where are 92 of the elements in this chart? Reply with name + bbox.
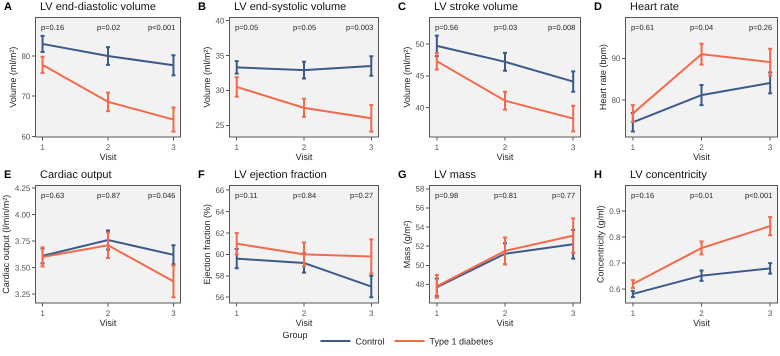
chart-title: Heart rate bbox=[630, 1, 679, 13]
y-axis-title: Mass (g/m²) bbox=[402, 220, 412, 268]
x-tick-label: 2 bbox=[302, 143, 307, 152]
x-tick-label: 3 bbox=[171, 143, 176, 152]
y-tick-label: 50 bbox=[415, 261, 425, 270]
y-tick-label: 58 bbox=[215, 272, 225, 281]
x-tick-label: 3 bbox=[570, 143, 576, 152]
y-tick-label: 35 bbox=[215, 51, 225, 60]
x-tick-label: 1 bbox=[40, 309, 46, 318]
y-axis-title: Heart rate (bpm) bbox=[598, 44, 608, 110]
y-tick-label: 30 bbox=[215, 86, 225, 96]
x-tick-label: 3 bbox=[171, 309, 176, 318]
y-tick-label: 70 bbox=[21, 92, 31, 102]
chart-title: Cardiac output bbox=[40, 169, 112, 181]
text: G bbox=[398, 169, 407, 181]
y-tick-label: 3.25 bbox=[14, 290, 31, 299]
y-axis-title: Volume (ml/m²) bbox=[8, 46, 18, 108]
y-tick-label: 80 bbox=[611, 96, 621, 105]
x-tick-label: 3 bbox=[570, 309, 576, 318]
y-tick-label: 60 bbox=[215, 250, 225, 260]
y-axis-title: Ejection fraction (%) bbox=[202, 204, 212, 284]
legend-label: Control bbox=[356, 336, 385, 347]
chart-title: LV ejection fraction bbox=[234, 169, 327, 181]
text: H bbox=[594, 169, 602, 181]
y-tick-label: 0.8 bbox=[609, 232, 621, 242]
y-tick-label: 48 bbox=[415, 280, 425, 290]
chart-title: LV end-systolic volume bbox=[234, 1, 346, 13]
x-axis-title: Visit bbox=[496, 318, 514, 328]
y-tick-label: 80 bbox=[21, 52, 31, 61]
x-tick-label: 2 bbox=[699, 143, 704, 152]
x-tick-label: 2 bbox=[106, 143, 111, 152]
x-tick-label: 3 bbox=[369, 143, 374, 152]
y-tick-label: 40 bbox=[415, 104, 425, 113]
text: E bbox=[4, 169, 12, 181]
y-axis-title: Cardiac output (l/min/m²) bbox=[1, 194, 12, 294]
y-tick-label: 56 bbox=[215, 293, 225, 302]
x-tick-label: 1 bbox=[234, 143, 240, 152]
y-tick-label: 52 bbox=[415, 242, 425, 251]
text: F bbox=[198, 169, 205, 181]
y-tick-label: 0.9 bbox=[609, 206, 621, 216]
y-tick-label: 50 bbox=[415, 40, 425, 49]
x-tick-label: 2 bbox=[502, 143, 508, 152]
x-tick-label: 1 bbox=[434, 143, 440, 152]
y-axis-title: Concentricity (g/ml) bbox=[596, 205, 606, 283]
chart-title: LV mass bbox=[434, 169, 476, 181]
x-axis-title: Visit bbox=[693, 318, 710, 328]
x-axis-title: Visit bbox=[296, 318, 313, 328]
y-tick-label: 4.00 bbox=[14, 210, 31, 220]
x-tick-label: 1 bbox=[234, 309, 240, 318]
x-tick-label: 2 bbox=[502, 309, 508, 318]
y-tick-label: 58 bbox=[415, 184, 425, 194]
text: A bbox=[4, 1, 12, 13]
y-tick-label: 62 bbox=[215, 228, 225, 238]
x-axis-title: Visit bbox=[496, 152, 514, 162]
y-axis-title: Volume (ml/m²) bbox=[202, 46, 212, 108]
y-tick-label: 54 bbox=[415, 222, 425, 232]
y-tick-label: 45 bbox=[415, 72, 425, 81]
x-axis-title: Visit bbox=[100, 152, 117, 162]
x-axis-title: Visit bbox=[100, 318, 117, 328]
chart-title: LV concentricity bbox=[630, 169, 708, 181]
x-tick-label: 3 bbox=[768, 309, 773, 318]
x-tick-label: 2 bbox=[106, 309, 111, 318]
text: C bbox=[398, 1, 406, 13]
y-tick-label: 3.50 bbox=[14, 263, 31, 272]
chart-title: LV stroke volume bbox=[434, 1, 518, 13]
y-tick-label: 4.25 bbox=[14, 184, 31, 193]
x-axis-title: Visit bbox=[693, 152, 710, 162]
legend-label: Type 1 diabetes bbox=[430, 336, 494, 347]
y-tick-label: 60 bbox=[21, 132, 31, 142]
y-tick-label: 3.75 bbox=[14, 236, 31, 246]
y-tick-label: 66 bbox=[215, 186, 225, 195]
x-tick-label: 1 bbox=[630, 309, 636, 318]
y-tick-label: 25 bbox=[215, 121, 225, 130]
x-tick-label: 3 bbox=[768, 143, 773, 152]
x-tick-label: 1 bbox=[40, 143, 46, 152]
x-tick-label: 1 bbox=[630, 143, 636, 152]
text: B bbox=[198, 1, 206, 13]
x-tick-label: 3 bbox=[369, 309, 374, 318]
y-tick-label: 0.6 bbox=[609, 285, 621, 294]
y-axis-title: Volume (ml/m²) bbox=[402, 46, 412, 108]
y-tick-label: 56 bbox=[415, 204, 425, 213]
x-tick-label: 2 bbox=[699, 309, 704, 318]
chart-title: LV end-diastolic volume bbox=[40, 1, 156, 13]
x-axis-title: Visit bbox=[296, 152, 313, 162]
y-tick-label: 0.7 bbox=[609, 258, 621, 268]
x-tick-label: 2 bbox=[302, 309, 307, 318]
y-tick-label: 64 bbox=[215, 207, 225, 216]
x-tick-label: 1 bbox=[434, 309, 440, 318]
y-tick-label: 40 bbox=[215, 16, 225, 26]
text: D bbox=[594, 1, 602, 13]
y-tick-label: 90 bbox=[611, 54, 621, 64]
legend-title: Group bbox=[282, 330, 308, 340]
